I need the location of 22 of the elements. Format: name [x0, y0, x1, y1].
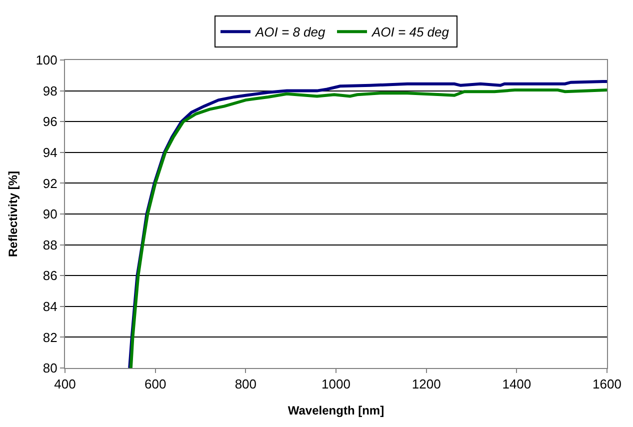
y-tick-label: 82 [42, 330, 58, 345]
x-tick-label: 1000 [322, 376, 350, 392]
y-tick-label: 84 [42, 298, 58, 314]
x-tick-label: 1400 [502, 376, 532, 392]
y-tick-label: 98 [42, 83, 58, 98]
legend-label: AOI = 8 deg [254, 24, 326, 40]
y-tick-label: 90 [42, 206, 58, 222]
x-tick-label: 800 [234, 376, 257, 392]
x-tick-label: 600 [144, 376, 166, 392]
y-tick-label: 86 [42, 268, 58, 284]
y-tick-label: 88 [42, 237, 58, 252]
y-tick-label: 96 [42, 114, 58, 130]
y-tick-label: 92 [42, 176, 58, 191]
x-axis-title: Wavelength [nm] [288, 404, 384, 418]
y-axis-title: Reflectivity [%] [6, 170, 20, 258]
y-tick-label: 100 [36, 52, 58, 68]
x-tick-label: 1600 [592, 376, 622, 392]
x-tick-label: 400 [54, 376, 76, 392]
legend-label: AOI = 45 deg [371, 24, 450, 40]
x-tick-label: 1200 [412, 376, 441, 392]
y-tick-label: 80 [42, 360, 58, 376]
y-tick-label: 94 [42, 144, 58, 160]
